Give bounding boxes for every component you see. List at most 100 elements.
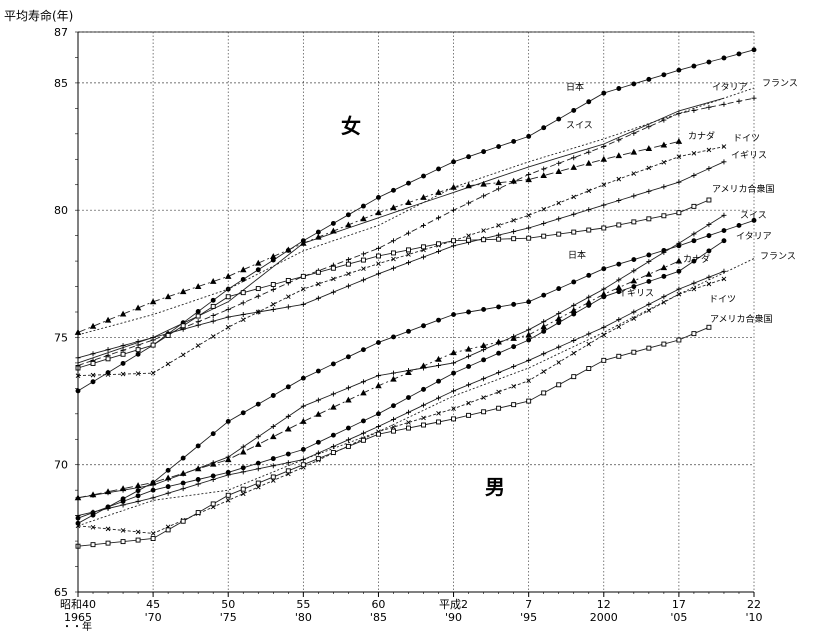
data-point xyxy=(496,370,502,376)
series-line xyxy=(77,214,725,499)
data-point xyxy=(300,301,306,307)
data-point xyxy=(390,416,396,422)
data-point xyxy=(240,312,246,318)
data-point xyxy=(586,331,592,337)
data-point xyxy=(285,460,291,466)
data-point xyxy=(481,409,487,415)
data-point xyxy=(586,207,592,213)
data-point xyxy=(180,455,186,461)
data-point xyxy=(630,277,638,284)
data-point xyxy=(179,469,187,476)
data-point xyxy=(600,155,608,162)
data-point xyxy=(646,188,652,194)
data-point xyxy=(601,332,607,338)
data-point xyxy=(421,323,426,329)
data-point xyxy=(270,287,276,293)
data-point xyxy=(511,402,517,408)
data-point xyxy=(270,433,277,440)
data-point xyxy=(541,166,547,172)
data-point xyxy=(660,141,668,148)
data-point xyxy=(466,309,472,315)
x-tick-label-top: 昭和40 xyxy=(60,598,96,611)
data-point xyxy=(255,440,262,447)
series-male xyxy=(75,217,757,526)
data-point xyxy=(360,215,367,222)
series-male xyxy=(75,268,727,519)
data-point xyxy=(585,298,593,305)
data-point xyxy=(511,301,517,307)
data-point xyxy=(391,403,396,409)
data-point xyxy=(375,373,381,379)
data-point xyxy=(721,159,727,165)
data-point xyxy=(406,328,411,334)
data-point xyxy=(421,173,426,179)
data-point xyxy=(135,351,141,357)
series-label: フランス xyxy=(760,251,796,262)
data-point xyxy=(330,443,336,449)
data-point xyxy=(676,154,682,160)
data-point xyxy=(345,437,351,443)
data-point xyxy=(209,460,217,467)
x-tick-label-top: 55 xyxy=(296,598,310,611)
data-point xyxy=(195,510,201,516)
data-point xyxy=(105,540,111,546)
data-point xyxy=(255,309,261,315)
data-point xyxy=(616,86,622,91)
data-point xyxy=(586,366,592,371)
data-point xyxy=(270,463,276,469)
data-point xyxy=(721,268,727,274)
data-point xyxy=(104,316,112,323)
data-point xyxy=(330,403,337,410)
data-point xyxy=(691,258,697,264)
data-point xyxy=(676,286,682,292)
data-point xyxy=(601,90,607,96)
data-point xyxy=(285,413,291,419)
x-tick-label-top: 22 xyxy=(747,598,761,611)
x-tick-label-bottom: '85 xyxy=(370,611,387,624)
data-point xyxy=(706,274,712,280)
data-point xyxy=(675,257,683,264)
data-point xyxy=(270,424,276,430)
data-point xyxy=(345,212,351,218)
data-point xyxy=(540,323,547,330)
data-point xyxy=(120,502,126,508)
data-point xyxy=(555,315,562,322)
data-point xyxy=(661,160,667,165)
data-point xyxy=(556,382,562,388)
data-point xyxy=(255,259,262,266)
data-point xyxy=(721,212,727,218)
data-point xyxy=(285,451,291,457)
data-point xyxy=(330,432,336,438)
data-point xyxy=(480,180,487,187)
data-point xyxy=(420,194,427,200)
data-point xyxy=(150,342,156,348)
data-point xyxy=(601,266,607,272)
x-tick-label-bottom: '75 xyxy=(220,611,237,624)
data-point xyxy=(90,542,96,548)
data-point xyxy=(661,273,667,279)
data-point xyxy=(375,195,381,200)
data-point xyxy=(330,289,336,295)
series-line xyxy=(77,87,755,336)
data-point xyxy=(646,301,652,307)
data-point xyxy=(631,257,637,263)
y-tick-label: 85 xyxy=(54,77,68,90)
data-point xyxy=(586,99,592,105)
data-point xyxy=(466,233,471,238)
data-point xyxy=(360,251,366,257)
data-point xyxy=(511,236,517,242)
data-point xyxy=(496,389,501,395)
data-point xyxy=(646,279,652,284)
series-female xyxy=(77,87,755,336)
data-point xyxy=(661,117,667,123)
data-point xyxy=(315,295,321,301)
data-point xyxy=(631,81,637,87)
series-label: イギリス xyxy=(618,288,654,299)
data-point xyxy=(631,316,637,321)
data-point xyxy=(615,152,623,159)
data-point xyxy=(134,304,142,311)
data-point xyxy=(571,194,577,200)
data-point xyxy=(165,361,171,367)
data-point xyxy=(135,529,141,535)
